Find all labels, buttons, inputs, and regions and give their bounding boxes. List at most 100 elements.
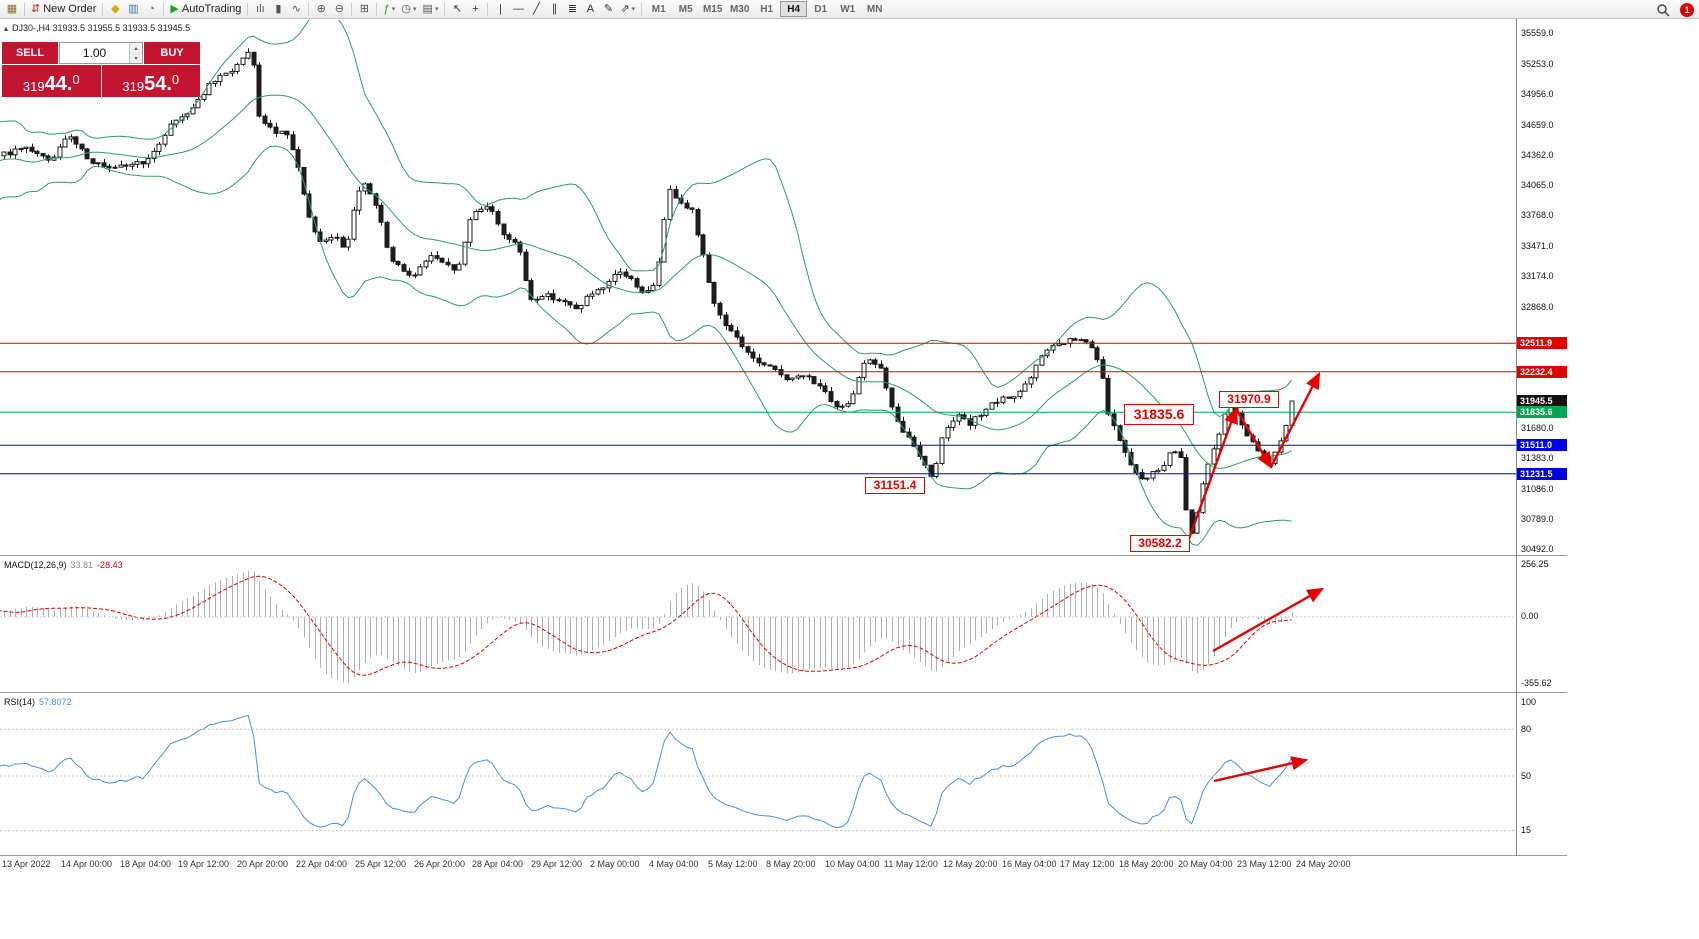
price-annotation[interactable]: 30582.2	[1130, 535, 1190, 552]
timeframe-h4-button[interactable]: H4	[780, 1, 808, 17]
toolbar-separator	[444, 2, 446, 16]
time-axis-label: 8 May 20:00	[766, 859, 816, 869]
timeframe-m15-button[interactable]: M15	[702, 3, 723, 15]
zoom-in-icon[interactable]: ⊕	[312, 1, 330, 17]
volume-field[interactable]: 1.00 ▴ ▾	[59, 42, 143, 64]
autotrading-button[interactable]: ▶ AutoTrading	[167, 1, 244, 17]
volume-increase-button[interactable]: ▴	[130, 43, 142, 53]
timeframe-m1-button[interactable]: M1	[651, 3, 666, 15]
indicators-icon[interactable]: ƒ ▾	[380, 1, 398, 17]
tile-windows-icon: ⊞	[359, 3, 370, 15]
time-axis-label: 19 Apr 12:00	[178, 859, 230, 869]
chevron-down-icon[interactable]: ▾	[434, 6, 439, 13]
buy-button[interactable]: BUY	[144, 42, 200, 64]
macd-axis-label: 256.25	[1521, 559, 1549, 569]
zoom-out-icon[interactable]: ⊖	[330, 1, 348, 17]
toolbar-separator	[376, 2, 378, 16]
macd-signal-value: -28.43	[97, 560, 123, 570]
chart-window-icon[interactable]: ▦	[3, 1, 21, 17]
price-tag: 31945.5	[1517, 395, 1567, 407]
macd-indicator-label: MACD(12,26,9) 33.81 -28.43	[4, 560, 123, 570]
horizontal-line-icon: ―	[512, 3, 524, 15]
toolbar-separator	[641, 2, 643, 16]
search-icon[interactable]	[1653, 2, 1673, 18]
data-window-icon[interactable]: ◔	[142, 1, 160, 17]
time-axis-label: 20 Apr 20:00	[237, 859, 289, 869]
price-axis-label: 30492.0	[1521, 544, 1554, 554]
chevron-down-icon[interactable]: ▾	[413, 6, 417, 13]
volume-value[interactable]: 1.00	[82, 46, 107, 60]
channel-icon[interactable]: ∥	[545, 1, 563, 17]
metaeditor-icon[interactable]: ◆	[106, 1, 124, 17]
collapse-trade-panel-icon[interactable]: ▴	[4, 23, 9, 33]
rsi-axis-label: 15	[1521, 825, 1532, 835]
time-axis-label: 4 May 04:00	[649, 859, 699, 869]
buy-price-button[interactable]: 319 54. 0	[101, 65, 200, 97]
trendline-icon[interactable]: ╱	[527, 1, 545, 17]
sell-price-prefix: 319	[22, 79, 45, 94]
timeframe-w1-button[interactable]: W1	[840, 3, 856, 15]
channel-icon: ∥	[551, 3, 558, 15]
new-order-button[interactable]: ⇵ New Order	[28, 1, 99, 17]
price-axis-label: 32868.0	[1521, 302, 1554, 312]
timeframe-m5-button[interactable]: M5	[678, 3, 693, 15]
toolbar-separator	[247, 2, 249, 16]
time-axis-label: 17 May 12:00	[1060, 859, 1115, 869]
vertical-line-icon[interactable]: |	[491, 1, 509, 17]
time-axis-label: 29 Apr 12:00	[531, 859, 583, 869]
sell-price-sup: 0	[72, 72, 80, 87]
time-axis-label: 28 Apr 04:00	[472, 859, 524, 869]
notification-badge[interactable]: 1	[1680, 3, 1694, 17]
volume-spinner: ▴ ▾	[129, 43, 142, 63]
price-axis-label: 31383.0	[1521, 453, 1554, 463]
cursor-icon[interactable]: ↖	[448, 1, 466, 17]
price-annotation[interactable]: 31835.6	[1124, 404, 1194, 425]
fibonacci-icon[interactable]: ≣	[563, 1, 581, 17]
timeframe-h1-button[interactable]: H1	[760, 3, 774, 15]
bar-chart-icon[interactable]: ılı	[251, 1, 269, 17]
macd-name: MACD(12,26,9)	[4, 560, 67, 570]
label-icon[interactable]: ✎	[599, 1, 617, 17]
macd-axis-label: -355.62	[1521, 678, 1552, 688]
time-axis-label: 23 May 12:00	[1237, 859, 1292, 869]
buy-price-prefix: 319	[122, 79, 145, 94]
price-axis-label: 35253.0	[1521, 59, 1554, 69]
price-axis-label: 33471.0	[1521, 241, 1554, 251]
time-axis-label: 22 Apr 04:00	[296, 859, 348, 869]
autotrading-button-label: AutoTrading	[181, 3, 242, 15]
timeframe-m30-button[interactable]: M30	[729, 3, 750, 15]
templates-icon[interactable]: ▤ ▾	[420, 1, 442, 17]
price-axis-label: 33768.0	[1521, 210, 1554, 220]
line-chart-icon[interactable]: ∿	[287, 1, 305, 17]
price-tag: 32511.9	[1517, 337, 1567, 349]
volume-decrease-button[interactable]: ▾	[130, 53, 142, 63]
rsi-axis-label: 100	[1521, 697, 1537, 707]
vertical-line-icon: |	[499, 3, 502, 15]
price-annotation[interactable]: 31151.4	[865, 477, 925, 494]
periods-icon[interactable]: ◷ ▾	[398, 1, 419, 17]
crosshair-icon[interactable]: +	[466, 1, 484, 17]
sell-button[interactable]: SELL	[2, 42, 58, 64]
chevron-down-icon[interactable]: ▾	[391, 6, 396, 13]
price-annotation[interactable]: 31970.9	[1219, 391, 1279, 408]
fibonacci-icon: ≣	[567, 3, 578, 15]
market-watch-icon[interactable]: ▥	[124, 1, 142, 17]
text-icon[interactable]: A	[581, 1, 599, 17]
price-tag: 32232.4	[1517, 366, 1567, 378]
shapes-icon[interactable]: ⇗ ▾	[617, 1, 638, 17]
market-watch-icon: ▥	[128, 3, 139, 15]
timeframe-d1-button[interactable]: D1	[814, 3, 828, 15]
price-axis-label: 34362.0	[1521, 150, 1554, 160]
chart-ohlc-info: ▴ DJ30-,H4 31933.5 31955.5 31933.5 31945…	[4, 23, 190, 33]
chevron-down-icon[interactable]: ▾	[631, 6, 636, 13]
time-axis-label: 26 Apr 20:00	[414, 859, 466, 869]
new-order-icon: ⇵	[31, 3, 41, 15]
label-icon: ✎	[603, 3, 614, 15]
candlestick-chart-icon[interactable]: ▮	[269, 1, 287, 17]
horizontal-line-icon[interactable]: ―	[509, 1, 527, 17]
sell-price-button[interactable]: 319 44. 0	[2, 65, 101, 97]
tile-windows-icon[interactable]: ⊞	[355, 1, 373, 17]
timeframe-mn-button[interactable]: MN	[866, 3, 883, 15]
